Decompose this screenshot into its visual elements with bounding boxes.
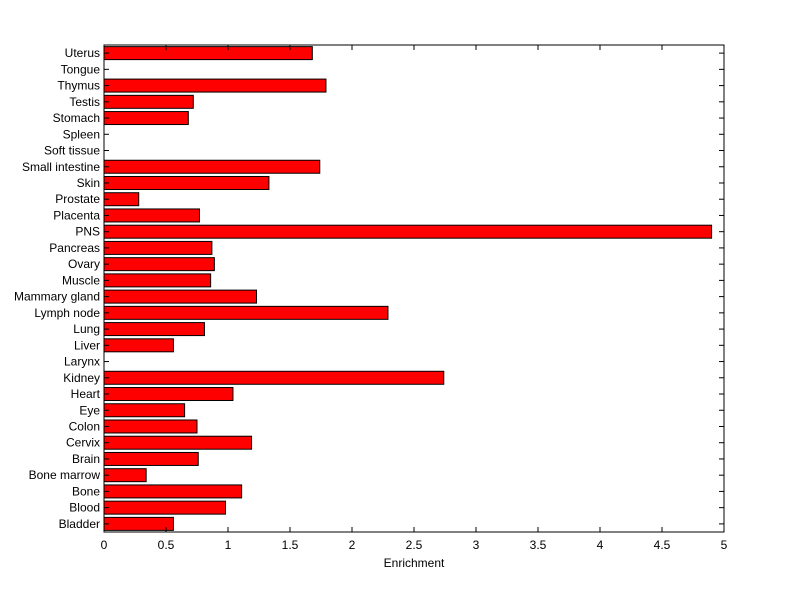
y-tick-label: Muscle bbox=[62, 273, 100, 287]
bar-mammary-gland bbox=[103, 289, 258, 304]
bar-testis bbox=[103, 94, 194, 109]
y-tick-label: Prostate bbox=[55, 192, 100, 206]
y-tick-label: Kidney bbox=[63, 371, 100, 385]
y-tick-label: Lung bbox=[73, 322, 100, 336]
x-tick-label: 0 bbox=[101, 538, 108, 552]
y-tick-label: Eye bbox=[79, 403, 100, 417]
y-axis-ticks: Uterus Tongue Thymus Testis Stomach Spleen Sof… bbox=[14, 46, 724, 531]
bar-prostate bbox=[103, 192, 140, 207]
bar-brain bbox=[103, 451, 199, 466]
x-tick-label: 2 bbox=[349, 538, 356, 552]
bar-ovary bbox=[103, 257, 215, 272]
bar-small-intestine bbox=[103, 159, 321, 174]
x-tick-label: 1.5 bbox=[282, 538, 299, 552]
bar-skin bbox=[103, 175, 270, 190]
bar-pancreas bbox=[103, 240, 213, 255]
x-axis-ticks: 0 0.5 1 1.5 2 2.5 3 3.5 4 4.5 5 bbox=[101, 45, 728, 552]
bar-bladder bbox=[103, 516, 174, 531]
bar-bone-marrow bbox=[103, 468, 147, 483]
bar-thymus bbox=[103, 78, 327, 93]
bar-cervix bbox=[103, 435, 253, 450]
bar-bone bbox=[103, 484, 243, 499]
y-tick-label: Stomach bbox=[53, 111, 100, 125]
y-tick-label: Lymph node bbox=[34, 306, 100, 320]
y-tick-label: Bone bbox=[72, 484, 100, 498]
bar-lung bbox=[103, 322, 205, 337]
x-tick-label: 3 bbox=[473, 538, 480, 552]
y-tick-label: Larynx bbox=[64, 355, 100, 369]
x-tick-label: 2.5 bbox=[406, 538, 423, 552]
bar-blood bbox=[103, 500, 227, 515]
x-tick-label: 1 bbox=[225, 538, 232, 552]
y-tick-label: Bladder bbox=[59, 517, 100, 531]
x-tick-label: 4 bbox=[597, 538, 604, 552]
y-tick-label: PNS bbox=[75, 225, 100, 239]
plot-area bbox=[104, 45, 724, 532]
bar-heart bbox=[103, 387, 234, 402]
y-tick-label: Liver bbox=[74, 338, 100, 352]
y-tick-label: Mammary gland bbox=[14, 290, 100, 304]
y-tick-label: Placenta bbox=[53, 208, 100, 222]
x-tick-label: 5 bbox=[721, 538, 728, 552]
y-tick-label: Blood bbox=[69, 501, 100, 515]
y-tick-label: Small intestine bbox=[22, 160, 100, 174]
bar-liver bbox=[103, 338, 174, 353]
x-axis-title: Enrichment bbox=[384, 556, 445, 570]
y-tick-label: Brain bbox=[72, 452, 100, 466]
y-tick-label: Soft tissue bbox=[44, 144, 100, 158]
y-tick-label: Colon bbox=[69, 419, 100, 433]
y-tick-label: Bone marrow bbox=[29, 468, 101, 482]
bar-eye bbox=[103, 403, 186, 418]
bar-lymph-node bbox=[103, 305, 389, 320]
bar-uterus bbox=[103, 46, 313, 61]
y-tick-label: Uterus bbox=[65, 46, 100, 60]
y-tick-label: Pancreas bbox=[49, 241, 100, 255]
y-tick-label: Thymus bbox=[57, 79, 100, 93]
y-tick-label: Heart bbox=[71, 387, 101, 401]
bar-kidney bbox=[103, 370, 445, 385]
y-tick-label: Ovary bbox=[68, 257, 100, 271]
bar-placenta bbox=[103, 208, 200, 223]
x-tick-label: 0.5 bbox=[158, 538, 175, 552]
plot-frame bbox=[103, 44, 725, 533]
x-tick-label: 3.5 bbox=[530, 538, 547, 552]
y-tick-label: Testis bbox=[69, 95, 100, 109]
y-tick-label: Tongue bbox=[61, 62, 101, 76]
x-tick-label: 4.5 bbox=[654, 538, 671, 552]
bar-muscle bbox=[103, 273, 212, 288]
bar-pns bbox=[103, 224, 713, 239]
bar-stomach bbox=[103, 111, 189, 126]
y-tick-label: Skin bbox=[77, 176, 100, 190]
bar-colon bbox=[103, 419, 198, 434]
y-tick-label: Spleen bbox=[63, 127, 100, 141]
y-tick-label: Cervix bbox=[66, 436, 100, 450]
